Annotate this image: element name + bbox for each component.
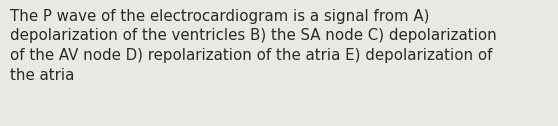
Text: The P wave of the electrocardiogram is a signal from A)
depolarization of the ve: The P wave of the electrocardiogram is a… (10, 9, 497, 83)
